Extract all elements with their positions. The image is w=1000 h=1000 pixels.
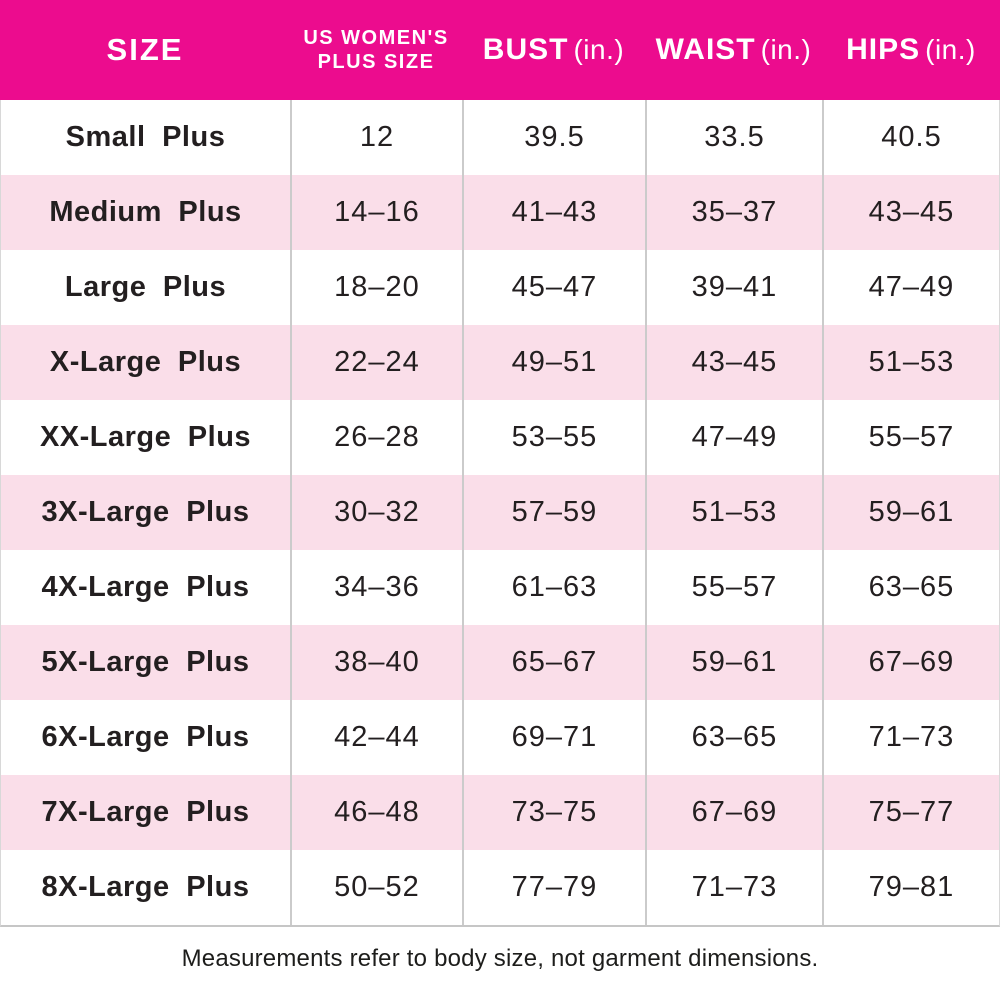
header-hips-unit: (in.) bbox=[925, 34, 976, 65]
hips-cell: 43–45 bbox=[822, 175, 999, 250]
us-plus-size-cell: 50–52 bbox=[290, 850, 462, 925]
table-row: 7X-Large Plus 46–48 73–75 67–69 75–77 bbox=[1, 775, 999, 850]
bust-cell: 53–55 bbox=[462, 400, 645, 475]
us-plus-size-cell: 42–44 bbox=[290, 700, 462, 775]
size-cell: 5X-Large Plus bbox=[41, 646, 250, 678]
us-plus-size-cell: 38–40 bbox=[290, 625, 462, 700]
size-cell: XX-Large Plus bbox=[39, 421, 252, 453]
size-cell: 8X-Large Plus bbox=[41, 871, 250, 903]
waist-cell: 47–49 bbox=[645, 400, 822, 475]
us-plus-size-cell: 22–24 bbox=[290, 325, 462, 400]
hips-cell: 40.5 bbox=[822, 100, 999, 175]
size-cell: 3X-Large Plus bbox=[41, 496, 250, 528]
measurement-note: Measurements refer to body size, not gar… bbox=[181, 945, 819, 972]
header-cell-hips: HIPS (in.) bbox=[822, 33, 1000, 67]
waist-cell: 35–37 bbox=[645, 175, 822, 250]
bust-cell: 65–67 bbox=[462, 625, 645, 700]
table-row: Small Plus 12 39.5 33.5 40.5 bbox=[1, 100, 999, 175]
bust-cell: 73–75 bbox=[462, 775, 645, 850]
bust-cell: 57–59 bbox=[462, 475, 645, 550]
waist-cell: 39–41 bbox=[645, 250, 822, 325]
hips-cell: 59–61 bbox=[822, 475, 999, 550]
bust-cell: 77–79 bbox=[462, 850, 645, 925]
bust-cell: 39.5 bbox=[462, 100, 645, 175]
hips-cell: 47–49 bbox=[822, 250, 999, 325]
waist-cell: 55–57 bbox=[645, 550, 822, 625]
waist-cell: 71–73 bbox=[645, 850, 822, 925]
size-cell: Small Plus bbox=[65, 121, 226, 153]
table-header-row: SIZE US WOMEN'S PLUS SIZE BUST (in.) WAIS… bbox=[0, 0, 1000, 100]
table-row: 6X-Large Plus 42–44 69–71 63–65 71–73 bbox=[1, 700, 999, 775]
header-cell-waist: WAIST (in.) bbox=[645, 33, 822, 67]
header-us-line2: PLUS SIZE bbox=[317, 51, 435, 73]
size-cell: 6X-Large Plus bbox=[41, 721, 250, 753]
hips-cell: 51–53 bbox=[822, 325, 999, 400]
bust-cell: 61–63 bbox=[462, 550, 645, 625]
waist-cell: 63–65 bbox=[645, 700, 822, 775]
bust-cell: 41–43 bbox=[462, 175, 645, 250]
table-row: X-Large Plus 22–24 49–51 43–45 51–53 bbox=[1, 325, 999, 400]
table-row: Large Plus 18–20 45–47 39–41 47–49 bbox=[1, 250, 999, 325]
size-cell: 4X-Large Plus bbox=[41, 571, 250, 603]
header-cell-size: SIZE bbox=[0, 32, 290, 68]
waist-cell: 33.5 bbox=[645, 100, 822, 175]
table-row: 3X-Large Plus 30–32 57–59 51–53 59–61 bbox=[1, 475, 999, 550]
header-hips-label: HIPS bbox=[846, 33, 921, 66]
waist-cell: 67–69 bbox=[645, 775, 822, 850]
table-row: 4X-Large Plus 34–36 61–63 55–57 63–65 bbox=[1, 550, 999, 625]
header-bust-label: BUST bbox=[482, 33, 569, 66]
size-cell: Medium Plus bbox=[49, 196, 242, 228]
table-row: Medium Plus 14–16 41–43 35–37 43–45 bbox=[1, 175, 999, 250]
hips-cell: 79–81 bbox=[822, 850, 999, 925]
hips-cell: 55–57 bbox=[822, 400, 999, 475]
hips-cell: 71–73 bbox=[822, 700, 999, 775]
bust-cell: 69–71 bbox=[462, 700, 645, 775]
us-plus-size-cell: 46–48 bbox=[290, 775, 462, 850]
waist-cell: 51–53 bbox=[645, 475, 822, 550]
header-waist-label: WAIST bbox=[655, 33, 756, 66]
waist-cell: 43–45 bbox=[645, 325, 822, 400]
table-row: 5X-Large Plus 38–40 65–67 59–61 67–69 bbox=[1, 625, 999, 700]
size-cell: 7X-Large Plus bbox=[41, 796, 250, 828]
us-plus-size-cell: 30–32 bbox=[290, 475, 462, 550]
header-size-label: SIZE bbox=[106, 32, 184, 67]
table-row: XX-Large Plus 26–28 53–55 47–49 55–57 bbox=[1, 400, 999, 475]
header-cell-bust: BUST (in.) bbox=[462, 33, 645, 67]
table-row: 8X-Large Plus 50–52 77–79 71–73 79–81 bbox=[1, 850, 999, 925]
header-waist-unit: (in.) bbox=[760, 34, 812, 65]
bust-cell: 45–47 bbox=[462, 250, 645, 325]
header-bust-unit: (in.) bbox=[573, 34, 625, 65]
us-plus-size-cell: 12 bbox=[290, 100, 462, 175]
hips-cell: 75–77 bbox=[822, 775, 999, 850]
bust-cell: 49–51 bbox=[462, 325, 645, 400]
hips-cell: 63–65 bbox=[822, 550, 999, 625]
size-cell: X-Large Plus bbox=[49, 346, 242, 378]
waist-cell: 59–61 bbox=[645, 625, 822, 700]
us-plus-size-cell: 34–36 bbox=[290, 550, 462, 625]
plus-size-chart: SIZE US WOMEN'S PLUS SIZE BUST (in.) WAIS… bbox=[0, 0, 1000, 972]
header-cell-us-plus-size: US WOMEN'S PLUS SIZE bbox=[290, 26, 462, 74]
us-plus-size-cell: 14–16 bbox=[290, 175, 462, 250]
hips-cell: 67–69 bbox=[822, 625, 999, 700]
header-us-line1: US WOMEN'S bbox=[303, 27, 449, 49]
us-plus-size-cell: 18–20 bbox=[290, 250, 462, 325]
us-plus-size-cell: 26–28 bbox=[290, 400, 462, 475]
table-body: Small Plus 12 39.5 33.5 40.5 Medium Plus… bbox=[0, 100, 1000, 927]
size-cell: Large Plus bbox=[64, 271, 227, 303]
